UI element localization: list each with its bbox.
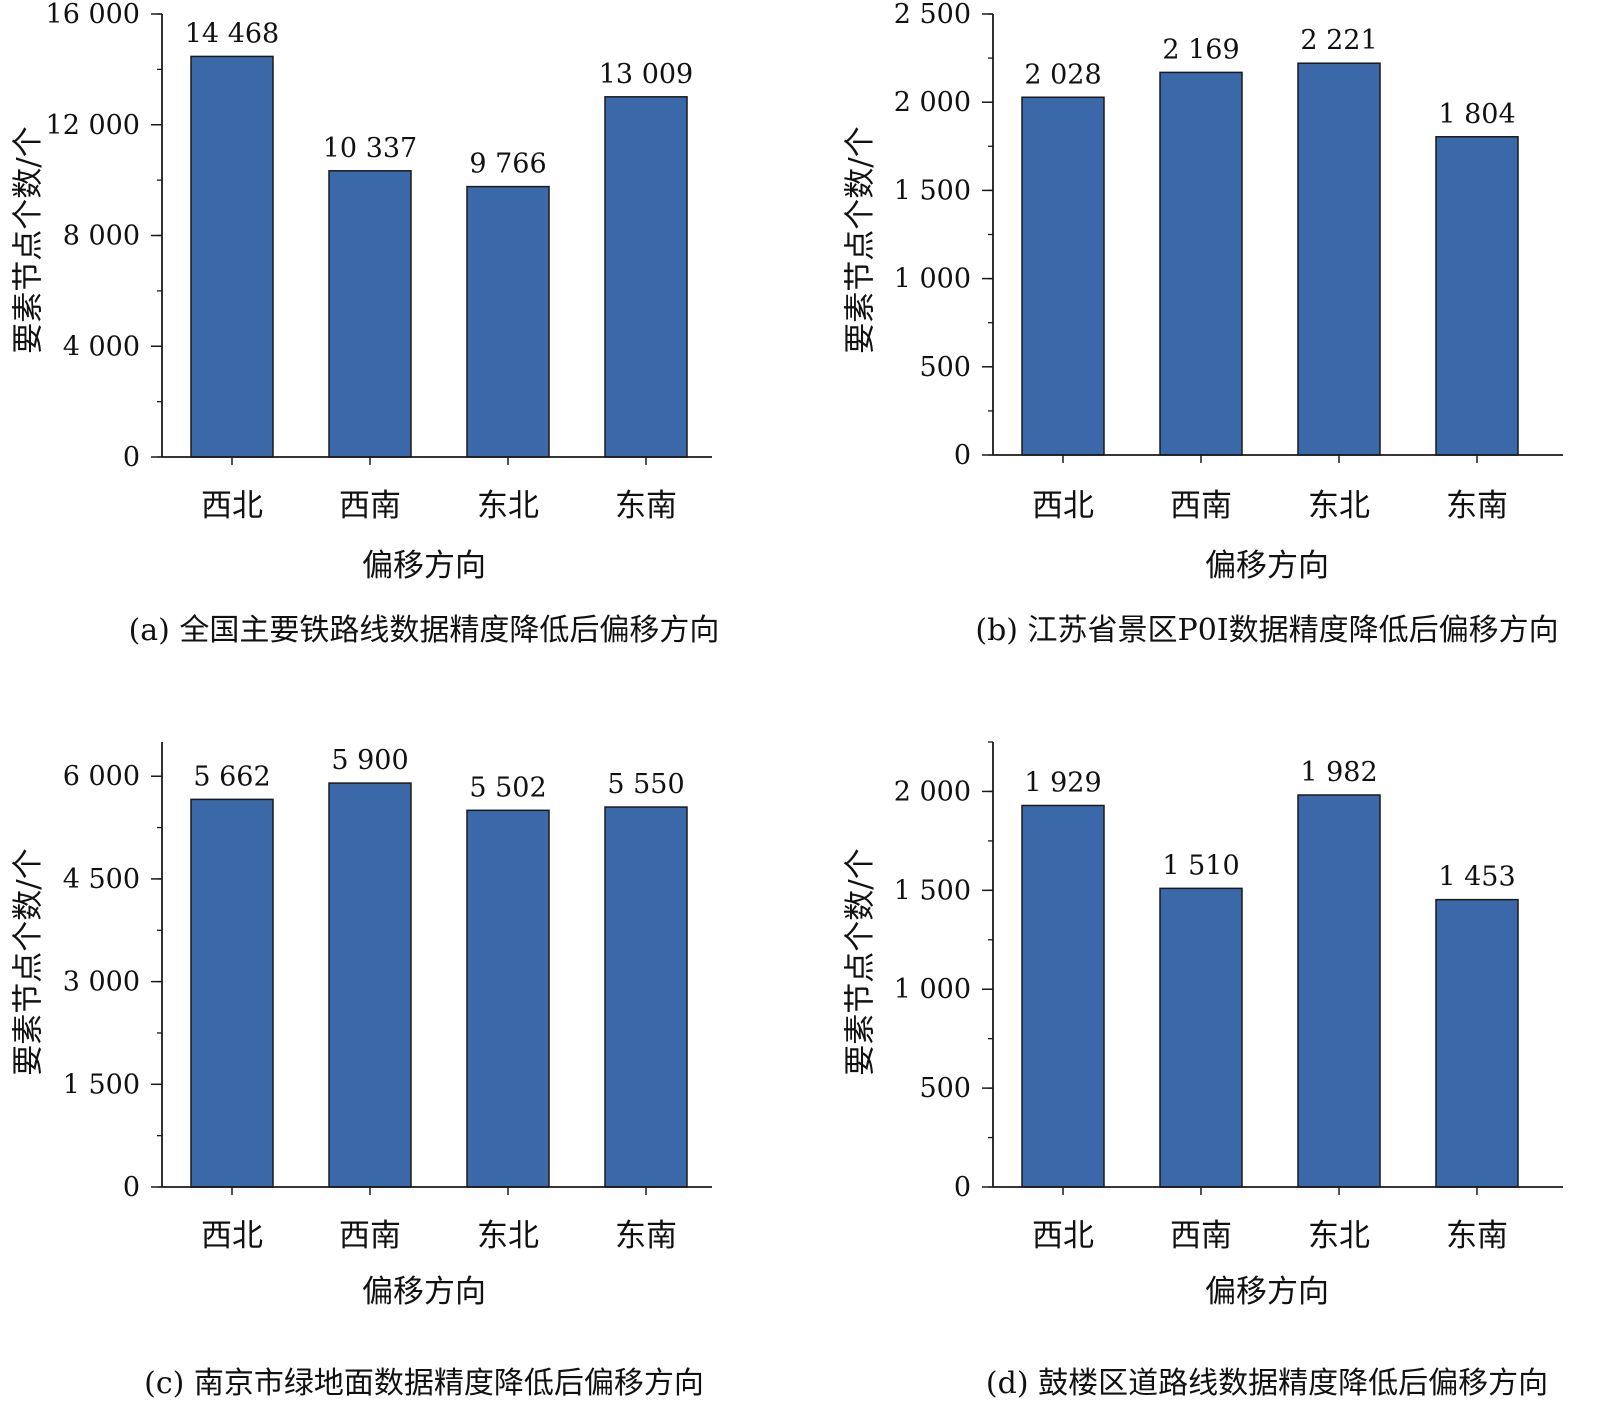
panel-caption: (c) 南京市绿地面数据精度降低后偏移方向 xyxy=(144,1366,704,1401)
y-tick-label: 2 500 xyxy=(894,0,971,30)
y-axis-title: 要素节点个数/个 xyxy=(11,126,47,353)
bar-西南 xyxy=(1159,71,1243,456)
panel-caption: (b) 江苏省景区P0I数据精度降低后偏移方向 xyxy=(975,613,1558,648)
y-tick-label: 16 000 xyxy=(46,0,140,30)
data-label: 1 982 xyxy=(1300,757,1377,788)
bar-东北 xyxy=(1297,62,1381,456)
category-label: 西南 xyxy=(1170,488,1232,524)
y-tick-label: 2 000 xyxy=(894,87,971,118)
bar-东南 xyxy=(1435,898,1519,1188)
bar-东北 xyxy=(466,809,550,1188)
chart-panel-d: 1 929 西北 1 510 西南 1 982 东北 1 453 东南 0 500 1 000 1 5… xyxy=(843,741,1563,1401)
y-tick-label: 8 000 xyxy=(63,221,140,252)
data-label: 5 662 xyxy=(193,761,270,792)
y-tick-label: 500 xyxy=(919,352,971,383)
category-label: 西北 xyxy=(1032,1218,1094,1254)
y-tick-label: 1 500 xyxy=(894,175,971,206)
y-tick-label: 500 xyxy=(919,1073,971,1104)
category-label: 东南 xyxy=(615,1218,677,1254)
panel-caption: (a) 全国主要铁路线数据精度降低后偏移方向 xyxy=(129,613,720,648)
chart-panel-b: 2 028 西北 2 169 西南 2 221 东北 1 804 东南 0 500 1 000 1 5… xyxy=(843,0,1563,648)
y-tick-label: 1 000 xyxy=(894,974,971,1005)
y-tick-label: 3 000 xyxy=(63,967,140,998)
category-label: 西南 xyxy=(339,488,401,524)
x-axis-title: 偏移方向 xyxy=(1205,1274,1329,1310)
data-label: 14 468 xyxy=(185,18,279,49)
category-label: 东南 xyxy=(1446,1218,1508,1254)
y-tick-label: 1 000 xyxy=(894,264,971,295)
panel-caption: (d) 鼓楼区道路线数据精度降低后偏移方向 xyxy=(986,1366,1548,1401)
category-label: 东北 xyxy=(1308,1218,1370,1254)
y-tick-label: 4 500 xyxy=(63,864,140,895)
category-label: 西南 xyxy=(1170,1218,1232,1254)
category-label: 东北 xyxy=(477,1218,539,1254)
y-tick-label: 6 000 xyxy=(63,761,140,792)
y-tick-label: 1 500 xyxy=(63,1069,140,1100)
data-label: 2 169 xyxy=(1162,34,1239,65)
category-label: 西北 xyxy=(201,1218,263,1254)
data-label: 1 510 xyxy=(1162,850,1239,881)
data-label: 1 929 xyxy=(1024,767,1101,798)
y-tick-label: 0 xyxy=(954,1172,971,1203)
bar-西南 xyxy=(328,782,412,1188)
bar-西北 xyxy=(1021,804,1105,1188)
bar-东北 xyxy=(1297,794,1381,1188)
bar-西北 xyxy=(1021,96,1105,456)
y-tick-label: 1 500 xyxy=(894,875,971,906)
data-label: 2 221 xyxy=(1300,25,1377,56)
bar-东南 xyxy=(1435,136,1519,456)
data-label: 2 028 xyxy=(1024,59,1101,90)
data-label: 9 766 xyxy=(469,149,546,180)
y-axis-title: 要素节点个数/个 xyxy=(843,848,879,1075)
data-label: 13 009 xyxy=(599,59,693,90)
data-label: 5 900 xyxy=(331,745,408,776)
bar-西北 xyxy=(190,798,274,1188)
y-tick-label: 4 000 xyxy=(63,331,140,362)
bar-东南 xyxy=(604,806,688,1188)
chart-panel-a: 14 468 西北 10 337 西南 9 766 东北 13 009 东南 0 4 000 8 0… xyxy=(11,0,720,648)
y-axis-title: 要素节点个数/个 xyxy=(11,848,47,1075)
category-label: 西南 xyxy=(339,1218,401,1254)
data-label: 10 337 xyxy=(323,133,417,164)
y-tick-label: 0 xyxy=(123,1172,140,1203)
x-axis-title: 偏移方向 xyxy=(362,1274,486,1310)
x-axis-title: 偏移方向 xyxy=(362,548,486,584)
y-tick-label: 0 xyxy=(123,442,140,473)
x-axis-title: 偏移方向 xyxy=(1205,548,1329,584)
y-tick-label: 2 000 xyxy=(894,776,971,807)
data-label: 5 502 xyxy=(469,772,546,803)
bar-西北 xyxy=(190,55,274,458)
category-label: 西北 xyxy=(1032,488,1094,524)
category-label: 东南 xyxy=(1446,488,1508,524)
data-label: 5 550 xyxy=(607,769,684,800)
y-axis-title: 要素节点个数/个 xyxy=(843,126,879,353)
bar-西南 xyxy=(328,170,412,458)
bar-西南 xyxy=(1159,887,1243,1188)
y-tick-label: 12 000 xyxy=(46,110,140,141)
bar-东南 xyxy=(604,96,688,458)
category-label: 东北 xyxy=(1308,488,1370,524)
category-label: 东北 xyxy=(477,488,539,524)
data-label: 1 453 xyxy=(1438,862,1515,893)
category-label: 东南 xyxy=(615,488,677,524)
category-label: 西北 xyxy=(201,488,263,524)
y-tick-label: 0 xyxy=(954,440,971,471)
bar-东北 xyxy=(466,185,550,458)
data-label: 1 804 xyxy=(1438,99,1515,130)
chart-panel-c: 5 662 西北 5 900 西南 5 502 东北 5 550 东南 0 1 500 3 000 4… xyxy=(11,742,712,1401)
